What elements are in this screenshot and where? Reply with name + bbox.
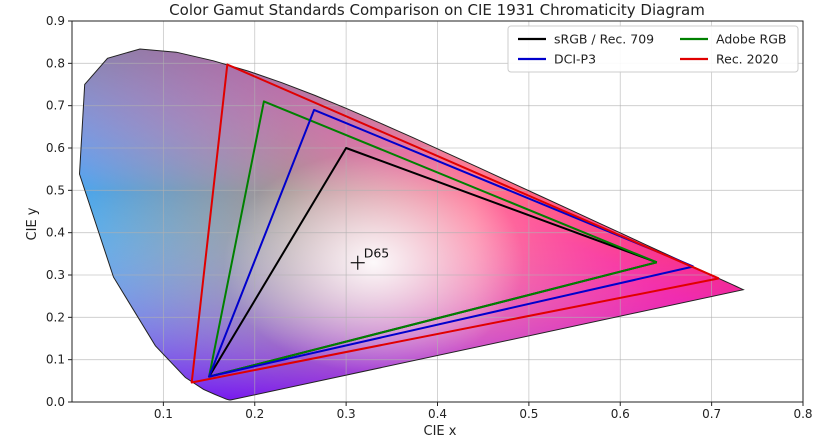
x-tick-label: 0.7 [702, 407, 721, 421]
y-tick-label: 0.5 [46, 183, 65, 197]
y-tick-label: 0.6 [46, 141, 65, 155]
x-tick-label: 0.1 [154, 407, 173, 421]
x-tick-label: 0.2 [245, 407, 264, 421]
y-tick-label: 0.4 [46, 226, 65, 240]
y-axis-label: CIE y [25, 207, 40, 240]
spectral-locus-outline [78, 48, 745, 401]
gamut-series-2 [208, 108, 694, 378]
x-tick-label: 0.5 [519, 407, 538, 421]
x-tick-label: 0.6 [611, 407, 630, 421]
y-tick-label: 0.1 [46, 353, 65, 367]
y-tick-label: 0.8 [46, 56, 65, 70]
legend-label: sRGB / Rec. 709 [554, 32, 654, 47]
chart-title: Color Gamut Standards Comparison on CIE … [169, 1, 705, 19]
x-tick-label: 0.3 [337, 407, 356, 421]
legend: sRGB / Rec. 709 Adobe RGB DCI-P3 Rec. 2020 [507, 25, 799, 73]
gamut-series-3 [190, 63, 720, 384]
y-tick-label: 0.9 [46, 14, 65, 28]
legend-label: Rec. 2020 [716, 52, 778, 67]
legend-box [507, 25, 799, 73]
y-tick-label: 0.7 [46, 99, 65, 113]
white-point-label: D65 [364, 246, 390, 261]
x-tick-label: 0.4 [428, 407, 447, 421]
grid [72, 20, 804, 403]
y-tick-label: 0.2 [46, 310, 65, 324]
gamut-series-1 [208, 100, 658, 378]
x-tick-label: 0.8 [793, 407, 812, 421]
y-tick-label: 0.3 [46, 268, 65, 282]
legend-label: Adobe RGB [716, 32, 786, 47]
y-tick-label: 0.0 [46, 395, 65, 409]
legend-label: DCI-P3 [554, 52, 596, 67]
y-ticks: 0.0 0.1 0.2 0.3 0.4 0.5 0.6 0.7 0.8 0.9 [46, 14, 72, 409]
x-ticks: 0.1 0.2 0.3 0.4 0.5 0.6 0.7 0.8 [154, 402, 813, 421]
x-axis-label: CIE x [424, 424, 457, 439]
gamut-series [190, 63, 720, 384]
annotations: D65 [350, 246, 390, 270]
